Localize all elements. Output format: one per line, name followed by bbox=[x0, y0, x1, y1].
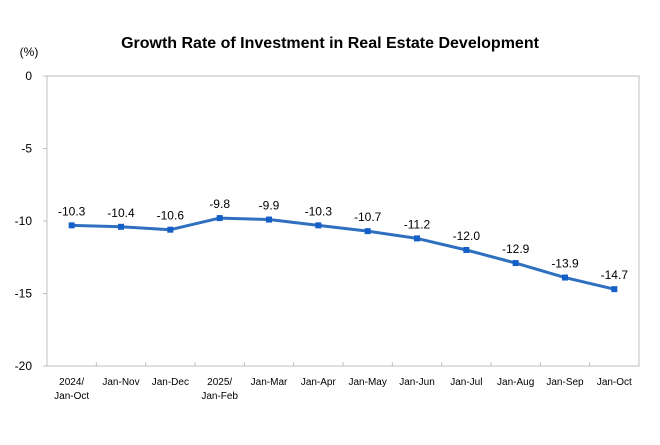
x-tick-label: 2024/Jan-Oct bbox=[54, 377, 89, 402]
x-tick-label: 2025/Jan-Feb bbox=[201, 377, 238, 402]
data-label: -10.3 bbox=[58, 204, 86, 218]
data-label: -9.9 bbox=[259, 199, 280, 213]
data-label: -12.0 bbox=[453, 229, 481, 243]
data-point bbox=[611, 286, 618, 293]
data-point bbox=[68, 222, 75, 229]
data-label: -9.8 bbox=[209, 197, 230, 211]
data-label: -10.3 bbox=[305, 204, 333, 218]
y-tick-label: 0 bbox=[25, 69, 32, 83]
x-tick-label: Jan-Sep bbox=[546, 377, 584, 388]
x-tick-label: Jan-Mar bbox=[251, 377, 288, 388]
data-label: -12.9 bbox=[502, 242, 530, 256]
data-label: -14.7 bbox=[601, 268, 629, 282]
data-label: -13.9 bbox=[551, 257, 579, 271]
data-label: -10.7 bbox=[354, 210, 382, 224]
chart-title: Growth Rate of Investment in Real Estate… bbox=[121, 35, 540, 52]
data-point bbox=[512, 260, 519, 267]
y-tick-label: -10 bbox=[15, 214, 33, 228]
data-point bbox=[216, 215, 223, 222]
x-tick-label: Jan-Nov bbox=[102, 377, 139, 388]
x-tick-label: Jan-Apr bbox=[301, 377, 337, 388]
x-tick-label: Jan-Dec bbox=[152, 377, 189, 388]
data-point bbox=[266, 216, 272, 223]
data-label: -10.4 bbox=[107, 206, 135, 220]
x-tick-label: Jan-Aug bbox=[497, 377, 534, 388]
y-axis-unit: (%) bbox=[20, 45, 39, 59]
data-point bbox=[315, 222, 322, 229]
data-point bbox=[463, 247, 470, 253]
x-tick-label: Jan-May bbox=[348, 377, 386, 388]
data-point bbox=[364, 228, 371, 235]
data-point bbox=[167, 226, 174, 233]
x-tick-label: Jan-Jul bbox=[450, 377, 482, 388]
y-tick-label: -15 bbox=[15, 287, 33, 301]
series-line bbox=[71, 216, 615, 291]
data-point bbox=[118, 223, 124, 230]
x-tick-label: Jan-Jun bbox=[399, 377, 435, 388]
x-tick-label: Jan-Oct bbox=[597, 377, 632, 388]
y-tick-label: -5 bbox=[21, 142, 32, 156]
y-tick-label: -20 bbox=[15, 359, 33, 373]
data-point bbox=[562, 274, 568, 281]
data-point bbox=[414, 235, 420, 242]
data-label: -11.2 bbox=[404, 217, 431, 231]
data-label: -10.6 bbox=[157, 209, 185, 223]
plot-area bbox=[46, 75, 640, 367]
